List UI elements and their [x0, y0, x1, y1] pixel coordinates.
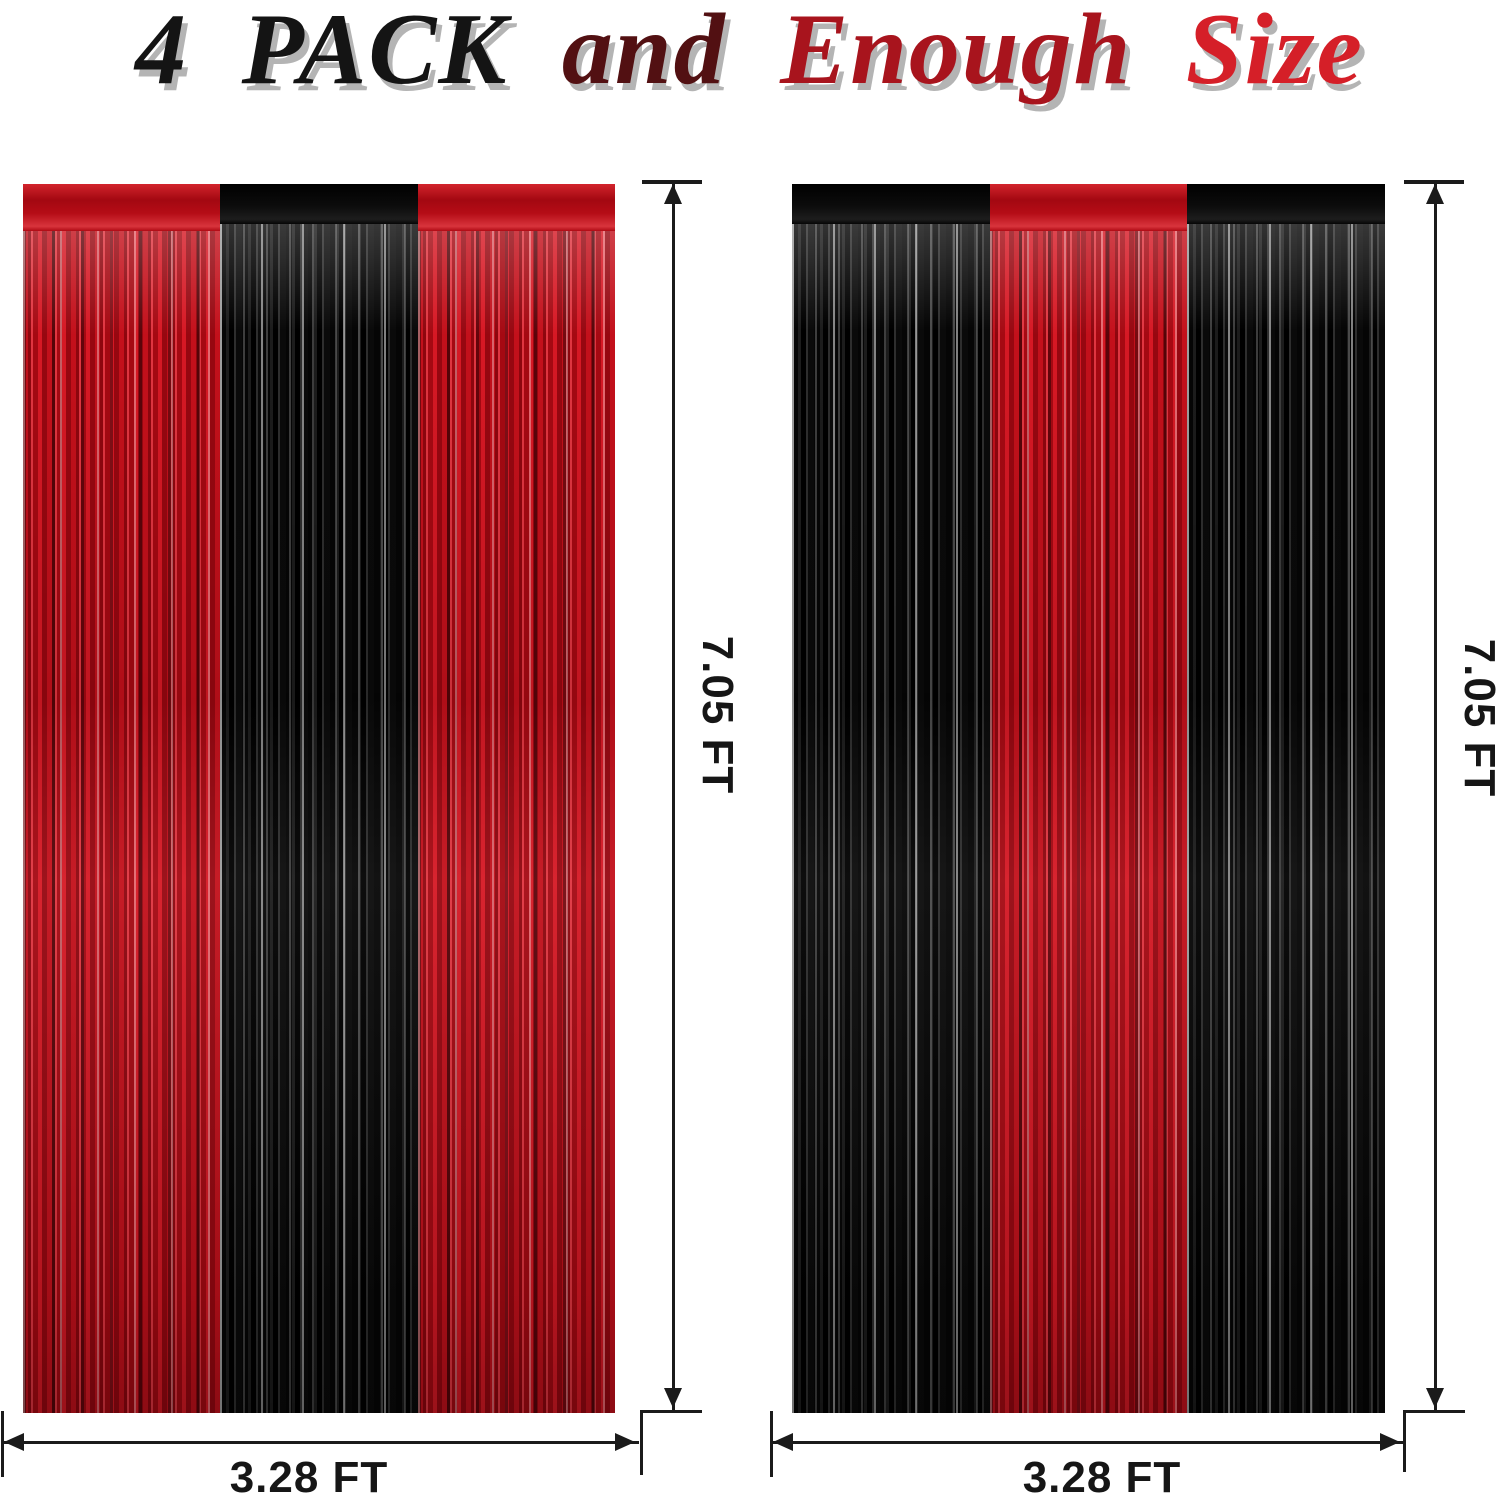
vdim-left-bottom-bracket-v [640, 1410, 643, 1475]
vdim-left-bottom-bracket-h [640, 1410, 702, 1413]
curtain-header [989, 184, 1188, 231]
height-label-left: 7.05 FT [693, 635, 742, 795]
foil-stripe-red [23, 184, 221, 1413]
title-part-4pack: 4 PACK [135, 0, 509, 106]
width-label-left: 3.28 FT [229, 1453, 389, 1500]
title-part-size: Size [1185, 0, 1364, 106]
height-label-right: 7.05 FT [1455, 638, 1499, 798]
page-title: 4 PACK and Enough Size [0, 0, 1499, 114]
foil-stripe-black [220, 184, 418, 1413]
hdim-right-ext-line [770, 1411, 773, 1477]
foil-stripe-red [417, 184, 616, 1413]
arrow-up-icon [1426, 184, 1444, 204]
foil-stripe-red [989, 184, 1188, 1413]
foil-stripe-black [792, 184, 990, 1413]
vdim-right-bottom-bracket-v [1403, 1410, 1406, 1472]
curtain-fringe [417, 229, 616, 1413]
curtain-header [417, 184, 615, 231]
arrow-left-icon [773, 1433, 793, 1451]
arrow-up-icon [664, 184, 682, 204]
vdim-left-line [672, 182, 675, 1411]
arrow-down-icon [1426, 1388, 1444, 1408]
curtain-fringe [220, 224, 418, 1413]
curtain-right [792, 184, 1386, 1413]
width-label-right: 3.28 FT [1022, 1453, 1182, 1500]
hdim-right-line [771, 1441, 1404, 1444]
curtain-fringe [23, 229, 221, 1413]
title-part-and: and [561, 0, 727, 106]
curtain-header [220, 184, 418, 224]
vdim-right-bottom-bracket-h [1403, 1410, 1465, 1413]
vdim-right-line [1434, 182, 1437, 1411]
curtain-fringe [1187, 224, 1386, 1413]
hdim-left-ext-line [1, 1411, 4, 1477]
arrow-down-icon [664, 1388, 682, 1408]
curtain-left [23, 184, 616, 1413]
arrow-left-icon [4, 1433, 24, 1451]
curtain-fringe [989, 229, 1188, 1413]
hdim-left-line [2, 1441, 639, 1444]
arrow-right-icon [615, 1433, 635, 1451]
foil-stripe-black [1187, 184, 1386, 1413]
curtain-header [1187, 184, 1386, 224]
curtain-header [792, 184, 990, 224]
title-part-enough: Enough [780, 0, 1133, 106]
curtain-header [23, 184, 221, 231]
curtain-fringe [792, 224, 990, 1413]
arrow-right-icon [1380, 1433, 1400, 1451]
